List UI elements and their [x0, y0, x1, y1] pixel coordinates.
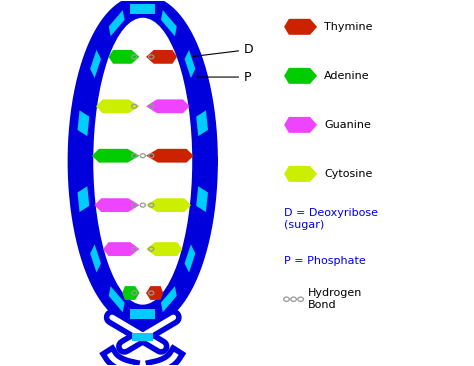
Polygon shape — [146, 149, 193, 163]
Text: Adenine: Adenine — [324, 71, 370, 81]
Polygon shape — [92, 149, 139, 163]
Polygon shape — [130, 4, 155, 14]
Text: D = Deoxyribose
(sugar): D = Deoxyribose (sugar) — [284, 208, 378, 230]
Polygon shape — [96, 100, 139, 113]
Polygon shape — [109, 286, 125, 312]
Polygon shape — [122, 286, 139, 300]
Polygon shape — [146, 50, 177, 64]
Polygon shape — [284, 117, 317, 133]
Polygon shape — [184, 50, 195, 78]
Ellipse shape — [93, 18, 192, 305]
Text: Hydrogen
Bond: Hydrogen Bond — [308, 288, 362, 310]
Polygon shape — [284, 19, 317, 35]
Polygon shape — [184, 244, 195, 273]
Polygon shape — [146, 242, 182, 256]
Polygon shape — [161, 286, 177, 312]
Text: D: D — [192, 43, 254, 56]
Polygon shape — [196, 111, 208, 136]
Polygon shape — [284, 68, 317, 84]
Polygon shape — [146, 198, 191, 212]
Polygon shape — [78, 186, 89, 212]
Text: Cytosine: Cytosine — [324, 169, 373, 179]
Polygon shape — [94, 198, 139, 212]
Text: P: P — [196, 71, 252, 83]
Polygon shape — [90, 50, 101, 78]
Polygon shape — [90, 244, 101, 273]
Polygon shape — [103, 242, 139, 256]
Text: Thymine: Thymine — [324, 22, 373, 32]
Polygon shape — [284, 166, 317, 182]
Text: P = Phosphate: P = Phosphate — [284, 255, 366, 266]
Polygon shape — [196, 186, 208, 212]
Polygon shape — [109, 50, 139, 64]
Text: Guanine: Guanine — [324, 120, 371, 130]
Polygon shape — [130, 309, 155, 319]
Polygon shape — [146, 100, 190, 113]
Polygon shape — [78, 111, 89, 136]
Polygon shape — [161, 10, 177, 36]
Polygon shape — [146, 286, 163, 300]
Polygon shape — [132, 333, 154, 341]
Polygon shape — [109, 10, 125, 36]
